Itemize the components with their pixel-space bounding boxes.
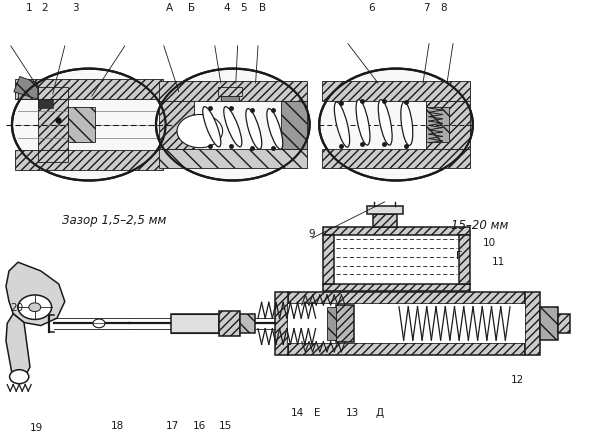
Polygon shape	[38, 150, 68, 162]
Polygon shape	[6, 262, 65, 326]
Ellipse shape	[267, 109, 283, 149]
Polygon shape	[38, 99, 53, 108]
Polygon shape	[426, 101, 470, 149]
Polygon shape	[221, 96, 239, 101]
Text: 12: 12	[511, 375, 524, 385]
Text: В: В	[259, 3, 266, 13]
Text: 20: 20	[10, 303, 23, 313]
Polygon shape	[323, 235, 334, 284]
Text: Г: Г	[456, 251, 462, 260]
Circle shape	[93, 319, 105, 328]
Polygon shape	[540, 307, 558, 340]
Text: 17: 17	[166, 421, 179, 431]
Polygon shape	[322, 81, 470, 101]
Text: А: А	[166, 3, 173, 13]
Ellipse shape	[246, 109, 262, 149]
Ellipse shape	[203, 107, 221, 147]
Polygon shape	[219, 311, 240, 336]
Polygon shape	[327, 307, 336, 340]
Polygon shape	[218, 87, 242, 96]
Circle shape	[12, 69, 166, 180]
Polygon shape	[15, 150, 163, 170]
Text: 18: 18	[110, 421, 124, 431]
Polygon shape	[68, 107, 95, 142]
Text: 4: 4	[223, 3, 230, 13]
Circle shape	[18, 295, 52, 319]
Circle shape	[10, 370, 29, 384]
Text: 15: 15	[218, 421, 232, 431]
FancyBboxPatch shape	[288, 304, 525, 343]
Ellipse shape	[401, 102, 413, 146]
Polygon shape	[6, 314, 30, 376]
Polygon shape	[14, 76, 38, 99]
Polygon shape	[159, 81, 307, 101]
Text: 19: 19	[29, 423, 43, 433]
Polygon shape	[336, 305, 354, 342]
Text: 9: 9	[308, 229, 316, 239]
Polygon shape	[159, 101, 194, 149]
Text: 8: 8	[440, 3, 448, 13]
Circle shape	[29, 303, 41, 312]
Text: 6: 6	[368, 3, 376, 13]
Text: Б: Б	[188, 3, 196, 13]
Polygon shape	[288, 343, 525, 355]
Polygon shape	[323, 284, 470, 291]
Polygon shape	[373, 214, 397, 227]
Polygon shape	[323, 227, 470, 235]
Circle shape	[319, 69, 473, 180]
Ellipse shape	[224, 107, 242, 147]
Text: Е: Е	[314, 408, 320, 418]
Polygon shape	[15, 79, 163, 99]
Polygon shape	[275, 292, 288, 355]
Polygon shape	[525, 292, 540, 355]
Text: 11: 11	[491, 257, 505, 267]
Polygon shape	[281, 101, 307, 149]
Text: Д: Д	[376, 408, 384, 418]
Circle shape	[177, 114, 223, 148]
Polygon shape	[171, 314, 219, 333]
Ellipse shape	[378, 100, 392, 145]
Polygon shape	[38, 87, 68, 99]
Polygon shape	[288, 292, 525, 304]
Polygon shape	[322, 149, 470, 168]
Polygon shape	[367, 206, 403, 214]
Text: 14: 14	[290, 408, 304, 418]
Text: 15–20 мм: 15–20 мм	[451, 218, 509, 232]
Polygon shape	[159, 149, 307, 168]
Text: 13: 13	[346, 408, 359, 418]
Polygon shape	[18, 87, 38, 99]
Ellipse shape	[334, 102, 350, 147]
Circle shape	[156, 69, 310, 180]
Polygon shape	[426, 107, 449, 142]
Text: 5: 5	[239, 3, 247, 13]
Polygon shape	[459, 235, 470, 284]
Text: 7: 7	[422, 3, 430, 13]
Text: 3: 3	[71, 3, 79, 13]
Text: 16: 16	[193, 421, 206, 431]
Text: 10: 10	[482, 238, 496, 247]
Text: 2: 2	[41, 3, 49, 13]
Polygon shape	[558, 314, 570, 333]
Polygon shape	[38, 99, 68, 150]
Ellipse shape	[356, 100, 370, 145]
Text: 1: 1	[25, 3, 32, 13]
Text: Зазор 1,5–2,5 мм: Зазор 1,5–2,5 мм	[62, 214, 166, 227]
Polygon shape	[240, 314, 255, 333]
